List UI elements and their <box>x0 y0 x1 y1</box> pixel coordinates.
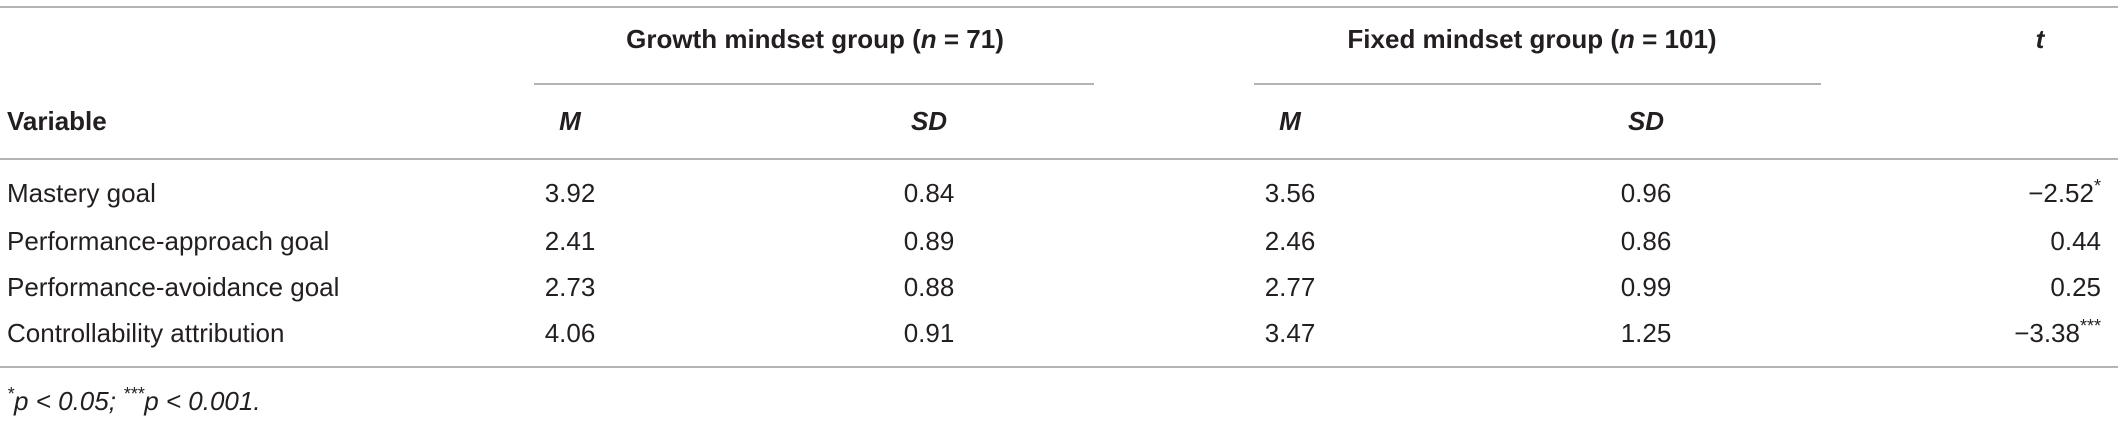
t-cell: 0.25 <box>2050 272 2101 302</box>
footnote-mark: *** <box>123 384 145 404</box>
variable-cell: Performance-approach goal <box>7 226 329 256</box>
value-cell: 1.25 <box>1621 318 1672 348</box>
column-header: SD <box>911 106 947 136</box>
t-header: t <box>2036 24 2046 54</box>
variable-cell: Controllability attribution <box>7 318 284 348</box>
group-header-text: = 71) <box>937 24 1004 54</box>
footnote-text: p < 0.05; <box>13 386 123 416</box>
t-cell: −2.52* <box>2028 176 2101 208</box>
value-cell: 2.46 <box>1265 226 1316 256</box>
footnote-mark: * <box>7 384 15 404</box>
footnote: *p < 0.05; ***p < 0.001. <box>7 384 261 416</box>
variable-cell: Performance-avoidance goal <box>7 272 339 302</box>
value-cell: 0.96 <box>1621 178 1672 208</box>
value-cell: 3.92 <box>545 178 596 208</box>
value-cell: 3.56 <box>1265 178 1316 208</box>
group-header: Fixed mindset group (n = 101) <box>1347 24 1716 54</box>
value-cell: 4.06 <box>545 318 596 348</box>
table-body: Mastery goal 3.92 0.84 3.56 0.96 −2.52* Perfor… <box>7 176 2101 348</box>
group-header-n: n <box>1619 24 1635 54</box>
value-cell: 0.86 <box>1621 226 1672 256</box>
significance: *** <box>2080 316 2101 336</box>
significance: * <box>2094 176 2101 196</box>
group-header-text: Growth mindset group ( <box>626 24 921 54</box>
value-cell: 0.89 <box>904 226 955 256</box>
column-header: SD <box>1628 106 1664 136</box>
t-value: −3.38 <box>2014 318 2080 348</box>
value-cell: 0.84 <box>904 178 955 208</box>
t-cell: −3.38*** <box>2014 316 2101 348</box>
value-cell: 2.73 <box>545 272 596 302</box>
value-cell: 0.91 <box>904 318 955 348</box>
value-cell: 2.77 <box>1265 272 1316 302</box>
value-cell: 3.47 <box>1265 318 1316 348</box>
t-value: −2.52 <box>2028 178 2094 208</box>
group-header-n: n <box>921 24 937 54</box>
column-header: M <box>559 106 582 136</box>
t-value: 0.44 <box>2050 226 2101 256</box>
group-header: Growth mindset group (n = 71) <box>626 24 1004 54</box>
footnote-text: p < 0.001. <box>143 386 260 416</box>
column-header: M <box>1279 106 1302 136</box>
variable-cell: Mastery goal <box>7 178 156 208</box>
value-cell: 0.99 <box>1621 272 1672 302</box>
t-cell: 0.44 <box>2050 226 2101 256</box>
column-header: Variable <box>7 106 107 136</box>
group-header-text: Fixed mindset group ( <box>1347 24 1619 54</box>
t-value: 0.25 <box>2050 272 2101 302</box>
value-cell: 2.41 <box>545 226 596 256</box>
group-header-text: = 101) <box>1635 24 1717 54</box>
value-cell: 0.88 <box>904 272 955 302</box>
